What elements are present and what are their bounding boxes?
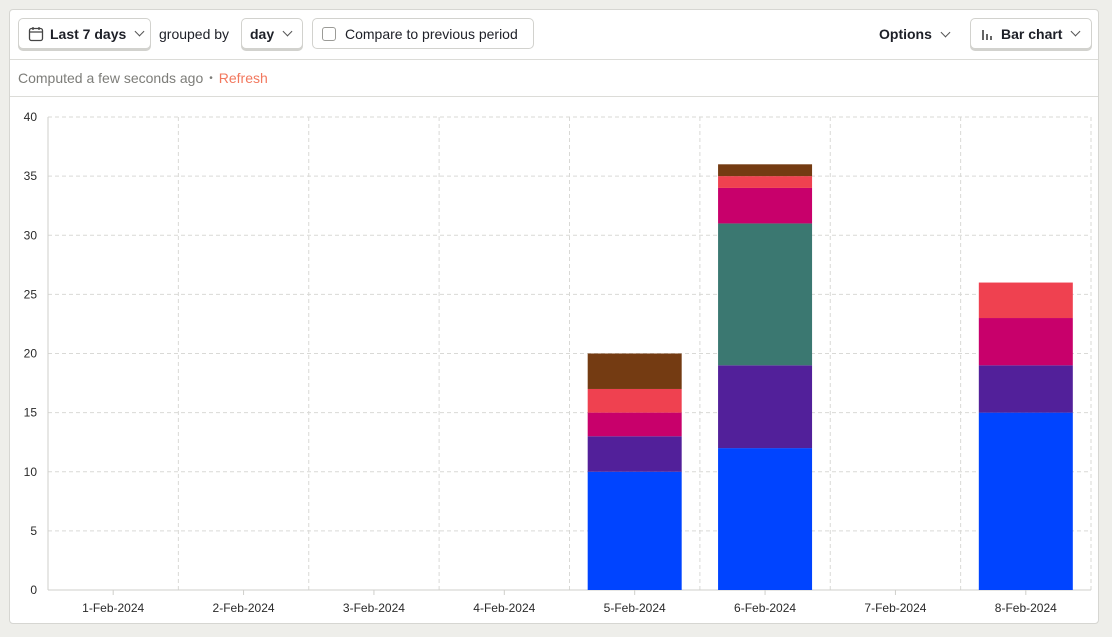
y-tick-label: 15 (24, 406, 38, 420)
bar-segment (978, 365, 1073, 413)
bar-segment (718, 164, 813, 177)
date-range-button[interactable]: Last 7 days (18, 18, 151, 49)
x-tick-label: 7-Feb-2024 (864, 601, 926, 615)
insight-card: Last 7 days grouped by day Compare to pr… (9, 9, 1099, 624)
x-tick-label: 3-Feb-2024 (343, 601, 405, 615)
bar-segment (587, 353, 682, 389)
grouped-by-text: grouped by (159, 26, 230, 42)
y-tick-label: 35 (24, 169, 38, 183)
y-tick-label: 20 (24, 347, 38, 361)
x-tick-label: 8-Feb-2024 (995, 601, 1057, 615)
x-tick-label: 4-Feb-2024 (473, 601, 535, 615)
x-tick-label: 5-Feb-2024 (604, 601, 666, 615)
computed-status-bar: Computed a few seconds ago • Refresh (10, 60, 1098, 97)
options-button[interactable]: Options (879, 18, 951, 50)
bar-segment (718, 448, 813, 590)
interval-label: day (250, 25, 275, 42)
bar-segment (978, 318, 1073, 366)
bar-segment (978, 282, 1073, 319)
bar-segment (718, 223, 813, 366)
bar-segment (587, 388, 682, 413)
x-tick-label: 6-Feb-2024 (734, 601, 796, 615)
status-separator: • (209, 72, 213, 84)
bar-segment (587, 471, 682, 590)
x-tick-label: 2-Feb-2024 (213, 601, 275, 615)
options-label: Options (879, 26, 932, 42)
bar-segment (718, 176, 813, 188)
y-tick-label: 40 (24, 110, 38, 124)
y-tick-label: 25 (24, 287, 38, 301)
compare-checkbox[interactable] (322, 26, 336, 41)
chart-type-label: Bar chart (1001, 25, 1063, 42)
y-tick-label: 30 (24, 228, 38, 242)
compare-label: Compare to previous period (345, 25, 518, 42)
y-tick-label: 10 (24, 465, 38, 479)
computed-text: Computed a few seconds ago (18, 70, 204, 86)
bar-segment (718, 187, 813, 224)
x-tick-label: 1-Feb-2024 (82, 601, 144, 615)
refresh-link[interactable]: Refresh (218, 70, 268, 86)
bar-segment (978, 412, 1073, 590)
bar-segment (718, 365, 813, 449)
bar-segment (587, 412, 682, 437)
interval-select[interactable]: day (241, 18, 303, 49)
chart-type-select[interactable]: Bar chart (970, 18, 1092, 49)
y-tick-label: 5 (30, 524, 37, 538)
toolbar: Last 7 days grouped by day Compare to pr… (10, 10, 1098, 60)
bar-chart-icon (982, 29, 992, 40)
bar-chart: 0 5 10 15 20 25 30 35 40 1-Feb-2024 2-Feb-2024 3-Fe… (24, 110, 1092, 615)
bar-segment (587, 436, 682, 472)
compare-toggle[interactable]: Compare to previous period (312, 18, 534, 49)
y-tick-label: 0 (30, 583, 37, 597)
calendar-icon (28, 26, 44, 41)
date-range-label: Last 7 days (50, 25, 127, 42)
